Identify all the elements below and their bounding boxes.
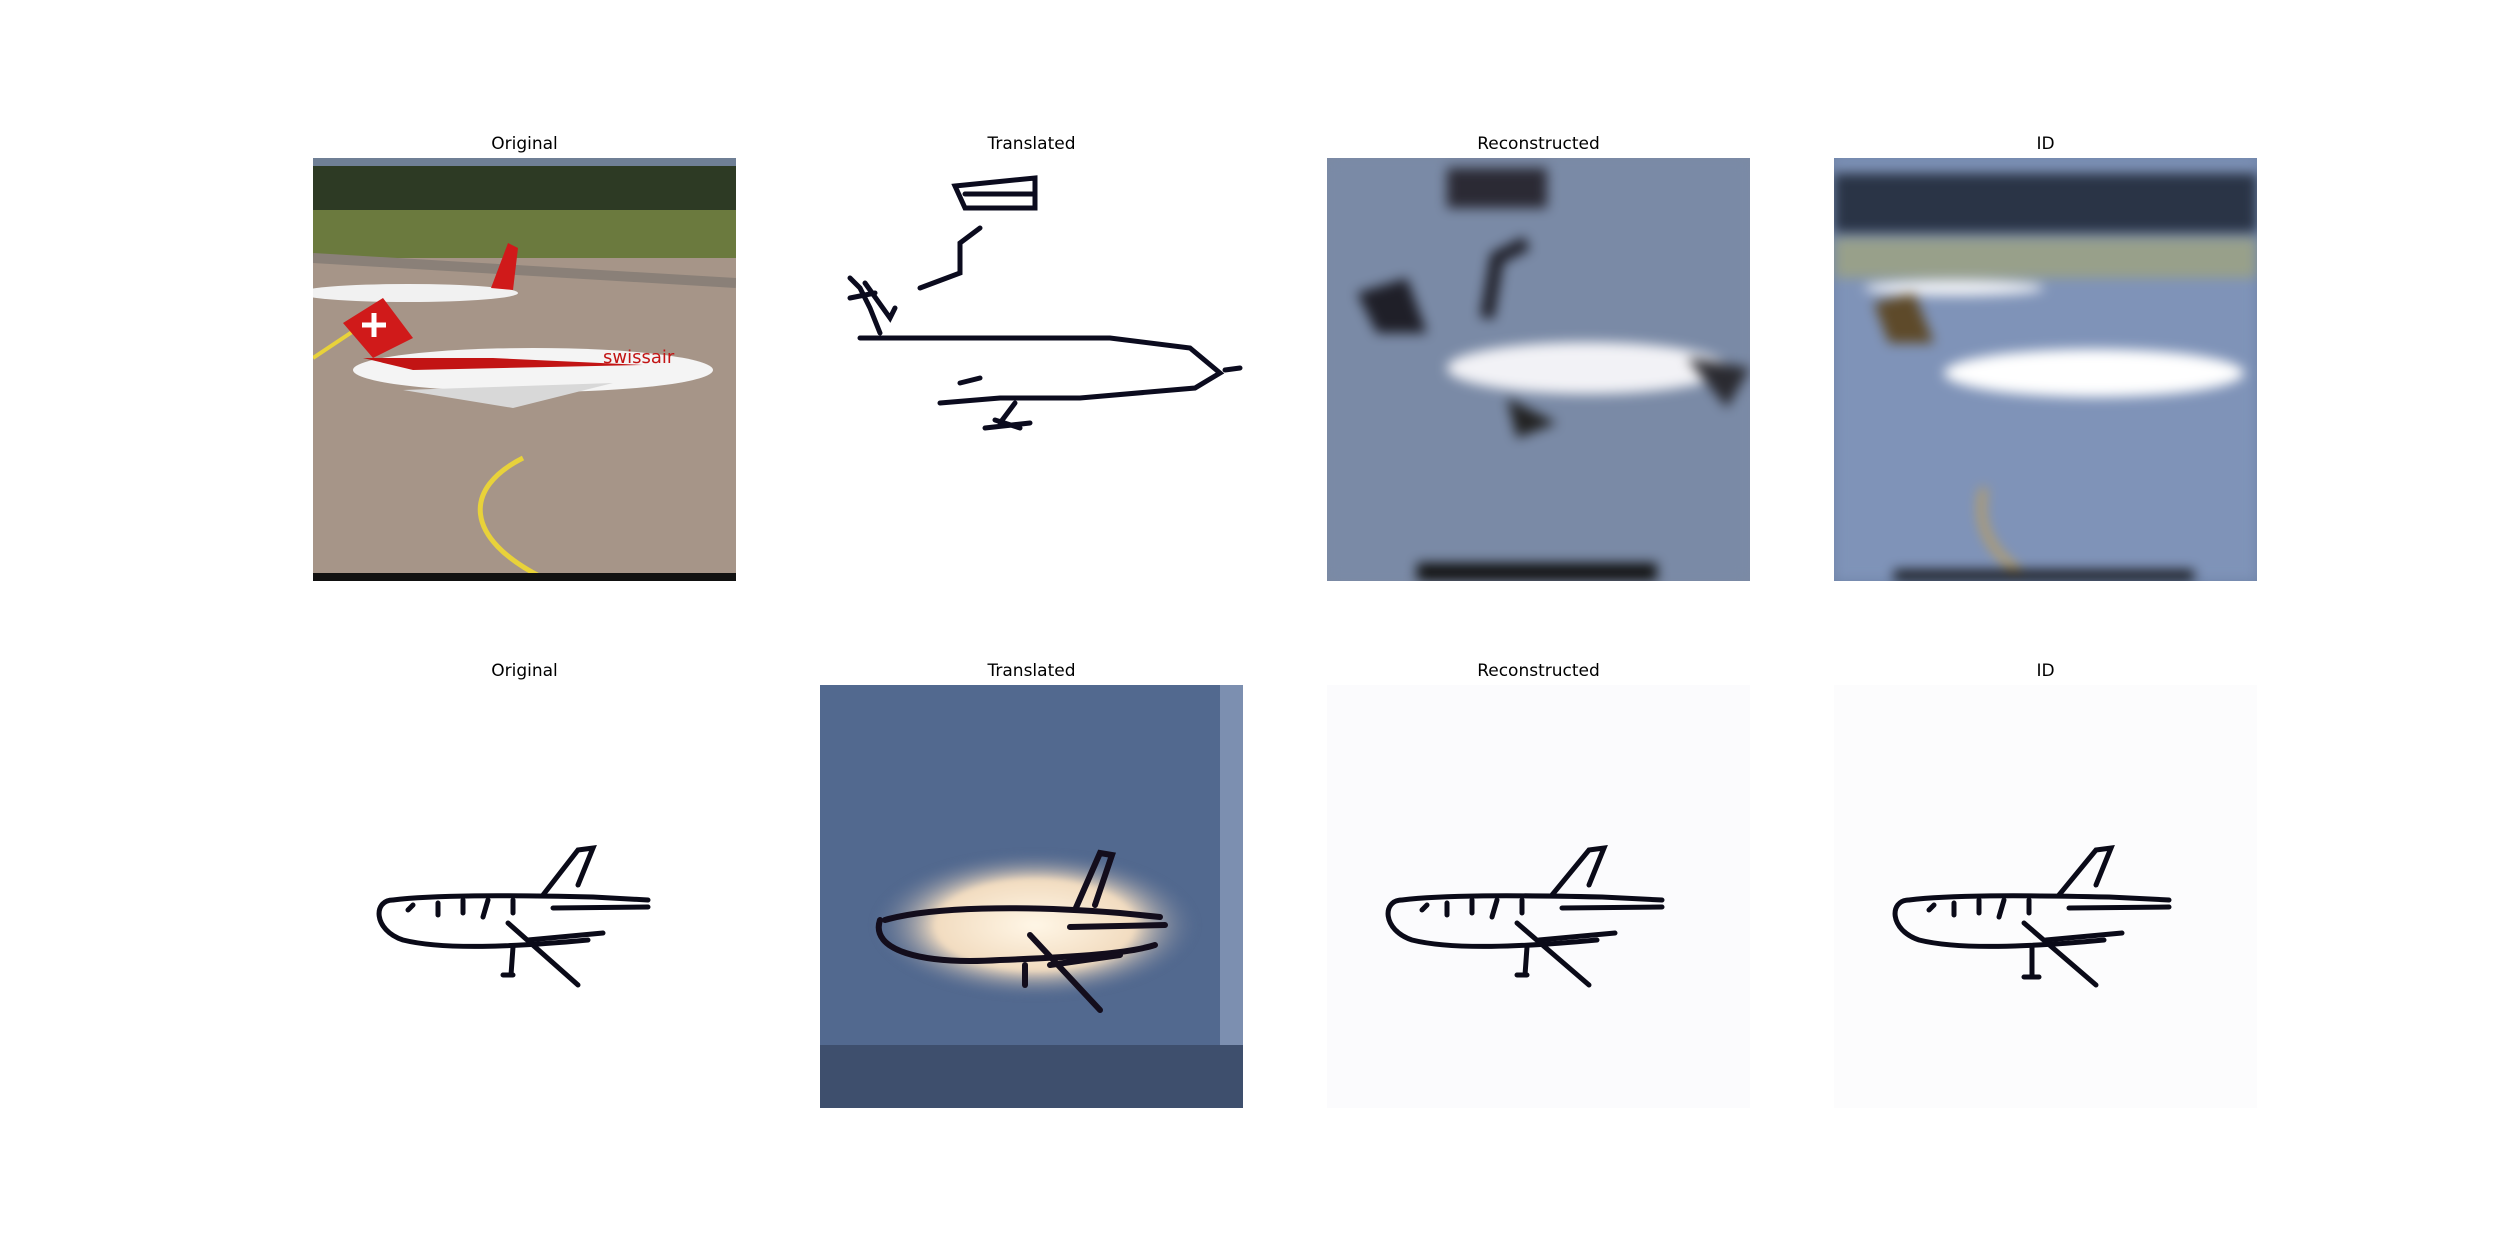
image-id-sketch: [1834, 685, 2257, 1108]
panel-title-reconstructed-row1: Reconstructed: [1477, 134, 1600, 154]
image-translated-sketch: [820, 158, 1243, 581]
airplane-sketch-original: [313, 685, 736, 1108]
image-original-photo: swissair: [313, 158, 736, 581]
airplane-photo: swissair: [313, 158, 736, 581]
main-plane: swissair: [343, 298, 713, 408]
panel-title-original-row2: Original: [491, 661, 558, 681]
airplane-sketch: [820, 158, 1243, 581]
image-id-photo: [1834, 158, 2257, 581]
image-translated-photo: [820, 685, 1243, 1108]
image-original-sketch: [313, 685, 736, 1108]
reconstructed-airplane: [1327, 158, 1750, 581]
panel-title-translated-row2: Translated: [987, 661, 1076, 681]
image-reconstructed-photo: [1327, 158, 1750, 581]
translated-airplane: [820, 685, 1243, 1108]
panel-title-original-row1: Original: [491, 134, 558, 154]
panel-title-id-row2: ID: [2036, 661, 2055, 681]
panel-title-id-row1: ID: [2036, 134, 2055, 154]
panel-title-translated-row1: Translated: [987, 134, 1076, 154]
id-airplane-sketch: [1834, 685, 2257, 1108]
small-plane: [313, 243, 518, 302]
panel-title-reconstructed-row2: Reconstructed: [1477, 661, 1600, 681]
swissair-livery-text: swissair: [603, 347, 675, 368]
image-reconstructed-sketch: [1327, 685, 1750, 1108]
id-airplane: [1834, 158, 2257, 581]
reconstructed-airplane-sketch: [1327, 685, 1750, 1108]
